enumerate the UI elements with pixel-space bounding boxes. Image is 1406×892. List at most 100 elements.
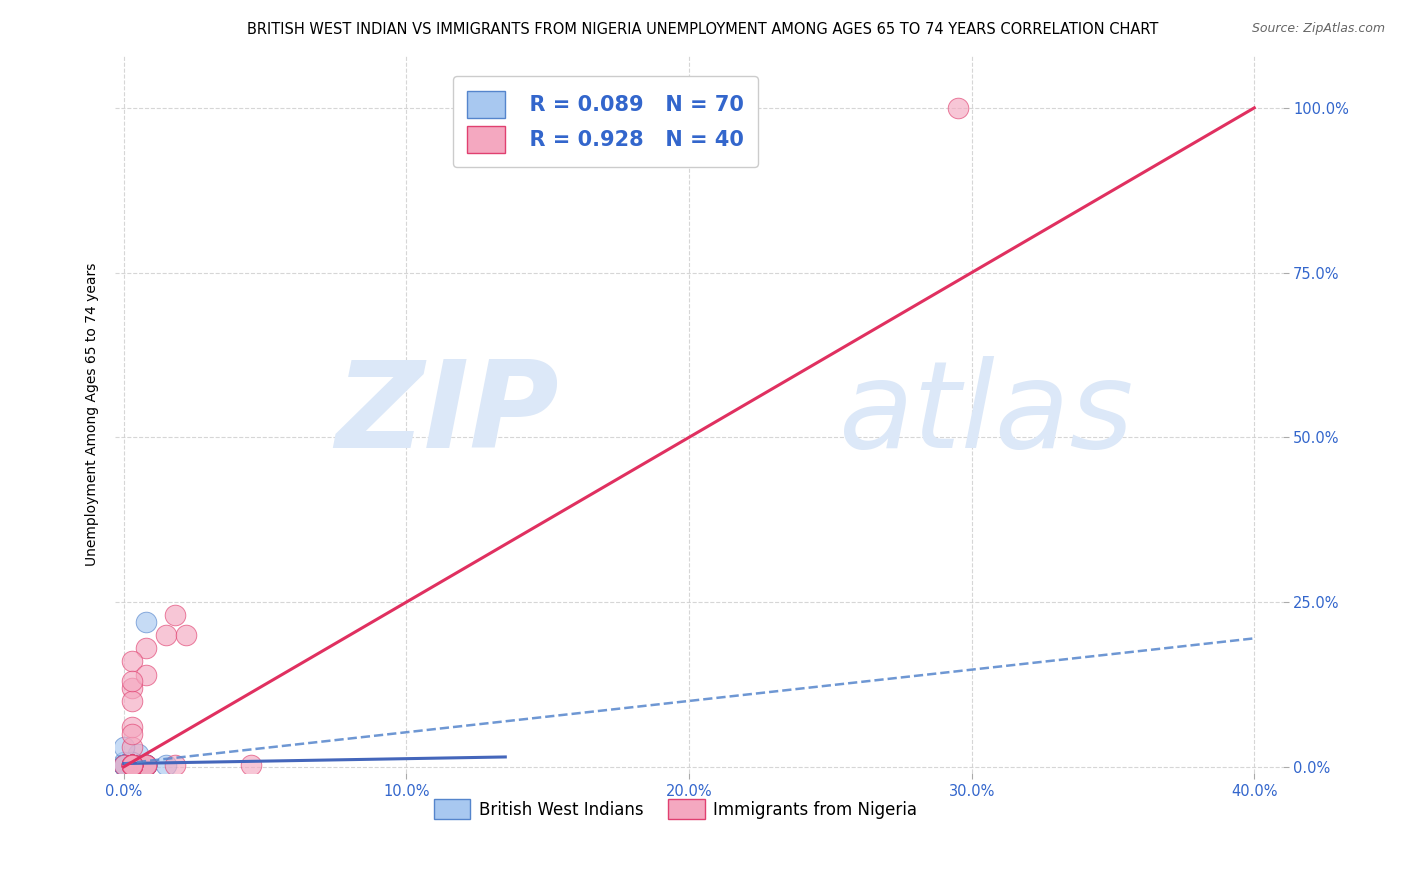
Point [121, 757, 143, 772]
Point [112, 755, 135, 769]
Point [121, 757, 143, 772]
Point [112, 757, 135, 772]
Point [121, 757, 143, 772]
Point [121, 757, 143, 772]
Point [121, 757, 143, 772]
Point [121, 720, 143, 734]
Point [121, 681, 143, 695]
Point [135, 757, 157, 772]
Point [121, 757, 143, 772]
Point [121, 757, 143, 772]
Point [112, 757, 135, 772]
Point [112, 757, 135, 772]
Point [121, 757, 143, 772]
Point [121, 757, 143, 772]
Point [112, 757, 135, 772]
Text: BRITISH WEST INDIAN VS IMMIGRANTS FROM NIGERIA UNEMPLOYMENT AMONG AGES 65 TO 74 : BRITISH WEST INDIAN VS IMMIGRANTS FROM N… [247, 22, 1159, 37]
Point [121, 757, 143, 772]
Point [121, 757, 143, 772]
Point [121, 757, 143, 772]
Point [121, 757, 143, 772]
Point [121, 757, 143, 772]
Point [135, 641, 157, 656]
Point [121, 757, 143, 772]
Point [121, 757, 143, 772]
Point [121, 654, 143, 668]
Point [135, 757, 157, 772]
Point [135, 667, 157, 681]
Point [121, 757, 143, 772]
Text: ZIP: ZIP [335, 356, 558, 473]
Point [135, 757, 157, 772]
Point [163, 757, 186, 772]
Point [112, 757, 135, 772]
Y-axis label: Unemployment Among Ages 65 to 74 years: Unemployment Among Ages 65 to 74 years [86, 262, 100, 566]
Point [155, 757, 177, 772]
Point [135, 757, 157, 772]
Point [121, 757, 143, 772]
Point [112, 757, 135, 772]
Point [121, 757, 143, 772]
Point [121, 757, 143, 772]
Point [121, 757, 143, 772]
Point [112, 757, 135, 772]
Point [121, 755, 143, 769]
Point [121, 757, 143, 772]
Point [121, 757, 143, 772]
Point [127, 747, 149, 761]
Point [155, 628, 177, 642]
Point [121, 757, 143, 772]
Point [121, 757, 143, 772]
Point [112, 757, 135, 772]
Point [121, 757, 143, 772]
Point [121, 757, 143, 772]
Point [135, 757, 157, 772]
Point [135, 757, 157, 772]
Point [121, 757, 143, 772]
Point [121, 757, 143, 772]
Point [121, 757, 143, 772]
Point [112, 757, 135, 772]
Point [127, 757, 149, 772]
Point [112, 757, 135, 772]
Point [121, 757, 143, 772]
Point [174, 628, 197, 642]
Point [121, 757, 143, 772]
Point [121, 757, 143, 772]
Point [112, 757, 135, 772]
Point [121, 757, 143, 772]
Point [121, 757, 143, 772]
Point [121, 757, 143, 772]
Text: Source: ZipAtlas.com: Source: ZipAtlas.com [1251, 22, 1385, 36]
Point [946, 101, 969, 115]
Point [121, 757, 143, 772]
Point [135, 757, 157, 772]
Point [121, 757, 143, 772]
Text: atlas: atlas [839, 356, 1135, 473]
Point [121, 757, 143, 772]
Point [112, 757, 135, 772]
Point [112, 740, 135, 755]
Point [112, 757, 135, 772]
Point [121, 757, 143, 772]
Point [121, 757, 143, 772]
Point [121, 694, 143, 708]
Point [121, 757, 143, 772]
Point [112, 757, 135, 772]
Point [121, 757, 143, 772]
Point [121, 757, 143, 772]
Point [121, 727, 143, 741]
Point [163, 608, 186, 623]
Point [121, 757, 143, 772]
Point [121, 757, 143, 772]
Point [121, 757, 143, 772]
Point [112, 757, 135, 772]
Legend: British West Indians, Immigrants from Nigeria: British West Indians, Immigrants from Ni… [427, 792, 924, 826]
Point [121, 674, 143, 689]
Point [112, 757, 135, 772]
Point [112, 757, 135, 772]
Point [112, 757, 135, 772]
Point [112, 757, 135, 772]
Point [121, 757, 143, 772]
Point [239, 757, 262, 772]
